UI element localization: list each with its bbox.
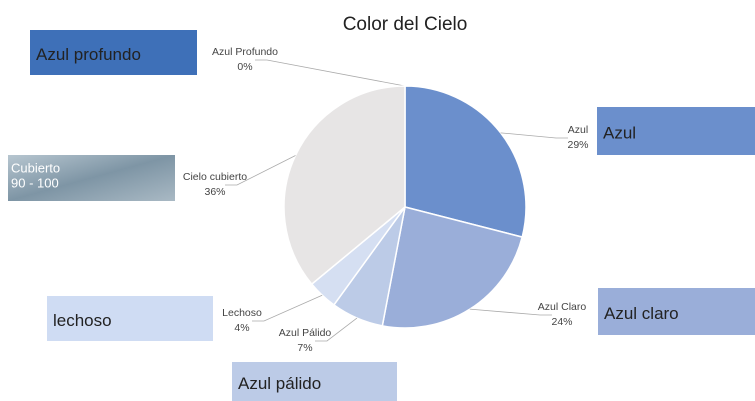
slice-label: Azul Pálido: [279, 327, 332, 339]
pie-slice: [283, 85, 406, 286]
slice-value: 24%: [551, 316, 572, 328]
leader-line: [500, 132, 568, 139]
chart-title: Color del Cielo: [343, 14, 468, 35]
slice-label: Lechoso: [222, 307, 262, 319]
slice-value: 4%: [234, 322, 249, 334]
pie-slice: [404, 85, 527, 239]
color-box: [30, 30, 197, 75]
slice-value: 36%: [204, 186, 225, 198]
box-label: Azul pálido: [238, 374, 321, 393]
slice-label: Cielo cubierto: [183, 171, 247, 183]
color-box: [8, 155, 175, 201]
slice-value: 29%: [567, 139, 588, 151]
box-label: Cubierto: [11, 160, 60, 175]
box-label: lechoso: [53, 311, 112, 330]
color-box: [598, 288, 755, 335]
slice-label: Azul: [568, 124, 588, 136]
leader-line: [252, 294, 323, 322]
slice-value: 7%: [297, 342, 312, 354]
leader-line: [255, 59, 406, 87]
slice-label: Azul Profundo: [212, 46, 278, 58]
leader-line: [469, 308, 552, 316]
box-label: 90 - 100: [11, 175, 59, 190]
slice-value: 0%: [237, 61, 252, 73]
color-box: [597, 107, 755, 155]
leader-line: [225, 155, 296, 186]
slice-label: Azul Claro: [538, 301, 587, 313]
color-box: [47, 296, 213, 341]
box-label: Azul claro: [604, 304, 679, 323]
box-label: Azul profundo: [36, 45, 141, 64]
color-box: [232, 362, 397, 401]
leader-line: [315, 317, 358, 342]
box-label: Azul: [603, 123, 636, 142]
